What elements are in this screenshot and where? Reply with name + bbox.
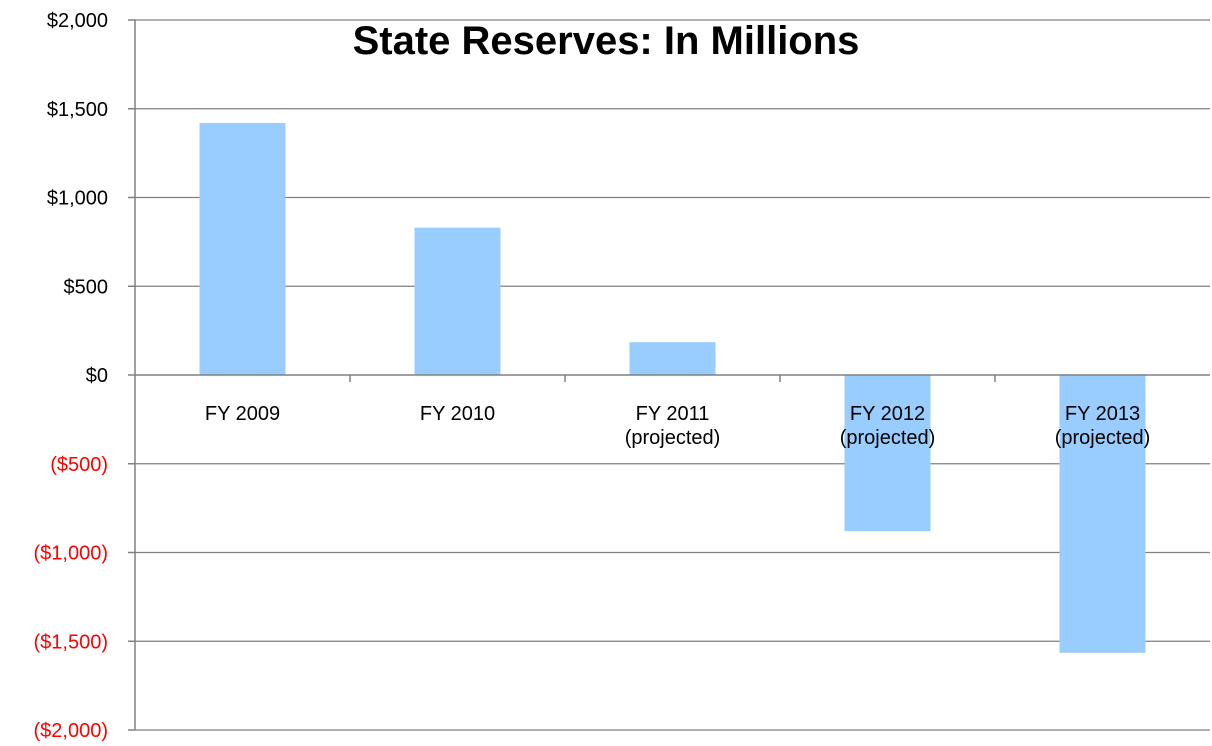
chart-title: State Reserves: In Millions xyxy=(353,19,860,63)
x-category-label: FY 2011 (projected) xyxy=(625,403,721,449)
x-category-label-line: (projected) xyxy=(1055,427,1151,449)
bar xyxy=(629,342,716,375)
x-category-label-line: (projected) xyxy=(625,427,721,449)
x-category-label-line: (projected) xyxy=(840,427,936,449)
y-tick-label: ($500) xyxy=(50,454,108,476)
bars xyxy=(199,122,1146,653)
bar xyxy=(199,122,286,375)
x-category-label-line: FY 2013 xyxy=(1065,403,1140,425)
bar xyxy=(1059,375,1146,653)
y-tick-label: $2,000 xyxy=(47,10,108,32)
bar xyxy=(844,375,931,532)
x-category-labels: FY 2009 FY 2010 FY 2011 (projected)FY 2012(… xyxy=(205,403,1150,449)
x-category-label: FY 2013 (projected) xyxy=(1055,403,1151,449)
x-category-label-line: FY 2011 xyxy=(636,403,710,425)
y-tick-label: ($1,000) xyxy=(34,543,109,565)
axes xyxy=(128,19,1210,731)
y-tick-label: $500 xyxy=(64,276,109,298)
y-tick-label: $1,000 xyxy=(47,188,108,210)
gridlines xyxy=(135,19,1210,731)
x-category-label-line: FY 2012 xyxy=(850,403,925,425)
y-tick-label: ($2,000) xyxy=(34,720,109,742)
y-tick-labels: $2,000 $1,500 $1,000 $500 $0 ($500) ($1,000) ($… xyxy=(34,10,109,742)
x-category-label: FY 2010 xyxy=(420,403,495,425)
x-category-label-line: FY 2009 xyxy=(205,403,280,425)
y-tick-label: $0 xyxy=(86,365,108,387)
x-category-label-line: FY 2010 xyxy=(420,403,495,425)
bar xyxy=(414,227,501,375)
x-category-label: FY 2009 xyxy=(205,403,280,425)
y-tick-label: $1,500 xyxy=(47,99,108,121)
y-tick-label: ($1,500) xyxy=(34,631,109,653)
x-category-label: FY 2012 (projected) xyxy=(840,403,936,449)
